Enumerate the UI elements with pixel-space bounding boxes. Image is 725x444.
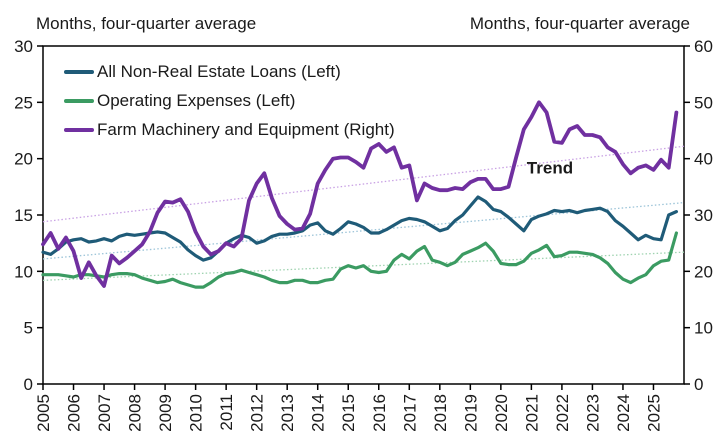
x-axis-tick-label: 2025 [644,394,663,432]
x-axis-tick-label: 2014 [309,394,328,432]
x-axis-tick-label: 2021 [522,394,541,432]
legend-item: Operating Expenses (Left) [64,86,395,115]
left-axis-tick-label: 5 [24,319,33,338]
right-axis-tick-label: 30 [694,206,713,225]
legend-label: All Non-Real Estate Loans (Left) [97,61,341,81]
series-line [41,195,679,262]
right-axis-tick-label: 50 [694,93,713,112]
trend-annotation: Trend [527,158,573,177]
x-axis-tick-label: 2020 [492,394,511,432]
x-axis-tick-label: 2006 [65,394,84,432]
x-axis-tick-label: 2017 [400,394,419,432]
legend: All Non-Real Estate Loans (Left) Operati… [64,57,395,144]
x-axis-tick-label: 2012 [248,394,267,432]
right-axis-tick-label: 0 [694,375,703,394]
x-axis-tick-label: 2013 [278,394,297,432]
x-axis-tick-label: 2019 [461,394,480,432]
right-axis-tick-label: 10 [694,319,713,338]
legend-swatch-operating-expenses [64,98,94,103]
right-axis-title: Months, four-quarter average [470,14,690,33]
x-axis-tick-label: 2015 [339,394,358,432]
trend-line [42,145,685,223]
left-axis-tick-label: 0 [24,375,33,394]
left-axis-tick-label: 10 [14,262,33,281]
left-axis-tick-label: 20 [14,150,33,169]
x-axis-tick-label: 2018 [431,394,450,432]
left-axis-tick-label: 30 [14,37,33,56]
x-axis-tick-label: 2007 [95,394,114,432]
legend-swatch-loans [64,69,94,74]
x-axis-tick-label: 2009 [156,394,175,432]
legend-label: Operating Expenses (Left) [97,90,296,110]
x-axis-tick-label: 2016 [370,394,389,432]
legend-swatch-farm-machinery [64,127,94,132]
legend-item: All Non-Real Estate Loans (Left) [64,57,395,86]
right-axis-tick-label: 40 [694,150,713,169]
left-axis-tick-label: 15 [14,206,33,225]
right-axis-tick-label: 20 [694,262,713,281]
left-axis-tick-label: 25 [14,93,33,112]
right-axis-tick-label: 60 [694,37,713,56]
x-axis-tick-label: 2005 [34,394,53,432]
x-axis-tick-label: 2008 [126,394,145,432]
series-line [41,100,679,288]
x-axis-tick-label: 2023 [583,394,602,432]
series-line [41,231,679,289]
x-axis-tick-label: 2010 [187,394,206,432]
x-axis-tick-label: 2022 [553,394,572,432]
left-axis-title: Months, four-quarter average [36,14,256,33]
legend-label: Farm Machinery and Equipment (Right) [97,119,395,139]
x-axis-tick-label: 2011 [217,394,236,431]
legend-item: Farm Machinery and Equipment (Right) [64,115,395,144]
x-axis-tick-label: 2024 [614,394,633,432]
